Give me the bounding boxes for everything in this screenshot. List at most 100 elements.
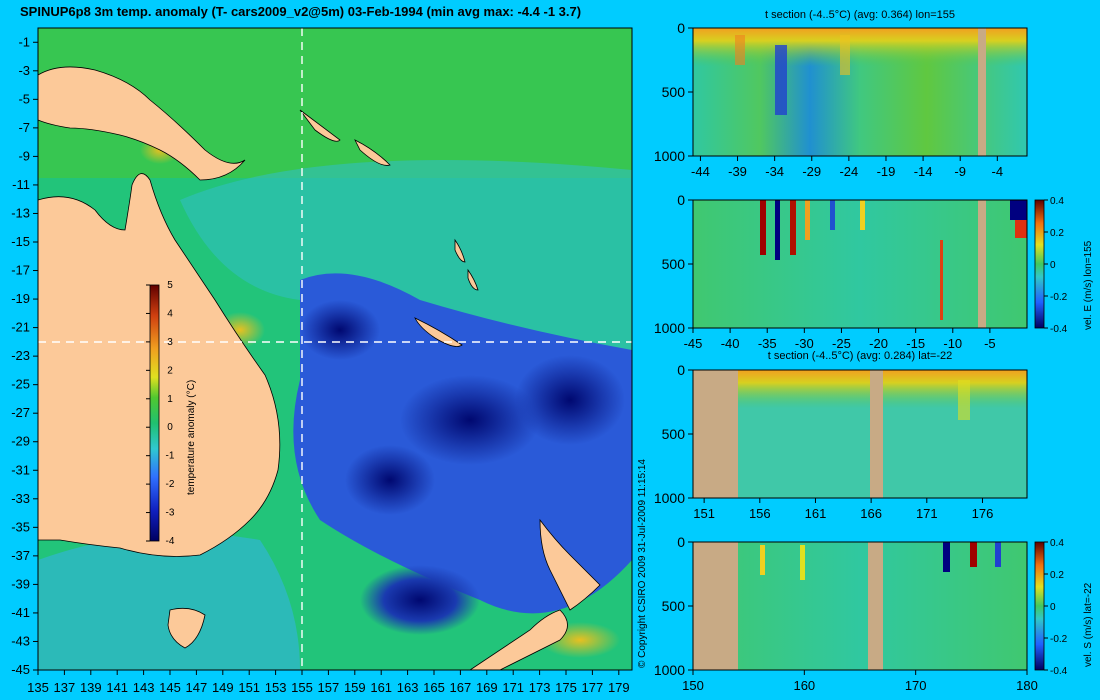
land-solomon-islands [299,109,391,166]
map-y-tick-label: -33 [11,491,30,506]
panel-colorbar-tick-label: -0.4 [1050,324,1068,335]
panel-vel-e-lon [692,199,1045,329]
map-x-tick-label: 139 [80,680,102,695]
map-x-tick-label: 163 [397,680,419,695]
colorbar-tick-label: 4 [167,308,173,319]
map-y-ticks: -1 -3 -5 -7 -9 -11 -13 -15 -17 -19 -21 -23 -25 -27 -29… [11,34,38,677]
panel-x-tick-label: 176 [972,506,994,521]
map-y-tick-label: -13 [11,205,30,220]
map-cold-core-4 [360,565,480,635]
panel-x-tick-label: -29 [802,164,821,179]
panel-x-tick-label: 156 [749,506,771,521]
main-map-title: SPINUP6p8 3m temp. anomaly (T- cars2009_… [20,4,582,19]
land-new-zealand-north [539,518,601,611]
map-x-tick-label: 149 [212,680,234,695]
panel-y-tick-label: 0 [677,192,685,208]
colorbar-tick-label: 0 [167,422,173,433]
panel-y-tick-label: 500 [662,256,686,272]
land-tasmania [167,607,206,649]
panel-colorbar-tick-label: -0.2 [1050,292,1068,303]
map-x-tick-label: 173 [529,680,551,695]
map-y-tick-label: -5 [18,91,30,106]
panel-x-tick-label: 171 [916,506,938,521]
map-x-ticks: 135 137 139 141 143 145 147 149 151 153 155 157 159 1… [27,670,630,695]
panel-x-tick-label: -25 [832,336,851,351]
map-cold-core-2 [400,375,540,465]
map-cold-core-3 [515,355,625,445]
panel-x-tick-label: -44 [691,164,710,179]
panel-x-tick-label: -30 [795,336,814,351]
panel-colorbar-tick-label: -0.2 [1050,634,1068,645]
panel-x-tick-label: -14 [914,164,933,179]
map-y-tick-label: -27 [11,405,30,420]
map-x-tick-label: 145 [159,680,181,695]
panel-x-tick-label: -39 [728,164,747,179]
panel-x-tick-label: -19 [877,164,896,179]
map-x-tick-label: 153 [265,680,287,695]
panel-x-tick-label: -24 [839,164,858,179]
colorbar-tick-label: -3 [166,508,175,519]
colorbar-tick-label: -2 [166,479,175,490]
panel-4-colorbar-label: vel. S (m/s) lat=-22 [1083,582,1094,667]
panel-x-tick-label: -45 [684,336,703,351]
map-x-tick-label: 165 [423,680,445,695]
map-y-tick-label: -17 [11,263,30,278]
panel-y-tick-label: 1000 [654,320,685,336]
colorbar-tick-label: 5 [167,280,173,291]
panel-y-tick-label: 0 [677,534,685,550]
map-x-tick-label: 179 [608,680,630,695]
map-y-tick-label: -21 [11,320,30,335]
main-map: 135 137 139 141 143 145 147 149 151 153 155 157 159 1… [11,27,633,695]
panel-y-tick-label: 1000 [654,148,685,164]
colorbar-ticks: 5 4 3 2 1 0 -1 -2 -3 -4 [146,280,175,547]
map-x-tick-label: 161 [370,680,392,695]
map-cyan-region [180,160,632,380]
panel-x-tick-label: -34 [765,164,784,179]
map-y-tick-label: -43 [11,633,30,648]
map-y-tick-label: -25 [11,377,30,392]
land-new-caledonia [414,317,463,347]
map-x-tick-label: 177 [582,680,604,695]
map-frame [37,27,633,671]
map-y-tick-label: -9 [18,148,30,163]
panel-t-section-lat [692,369,1028,499]
panel-x-tick-label: 151 [693,506,715,521]
map-y-tick-label: -11 [12,177,30,192]
map-x-tick-label: 159 [344,680,366,695]
panel-x-tick-label: 150 [682,678,704,693]
panel-t-section-lon [692,27,1028,157]
map-y-tick-label: -45 [11,662,30,677]
panel-x-tick-label: 180 [1016,678,1038,693]
map-x-tick-label: 157 [318,680,340,695]
panel-x-tick-label: -4 [992,164,1004,179]
panel-x-tick-label: 160 [793,678,815,693]
panel-y-tick-label: 0 [677,362,685,378]
panel-colorbar-tick-label: 0 [1050,260,1056,271]
map-y-tick-label: -7 [18,120,30,135]
panel-x-tick-label: -5 [984,336,996,351]
panel-x-tick-label: 161 [805,506,827,521]
map-y-tick-label: -1 [18,34,30,49]
colorbar-tick-label: -1 [166,451,175,462]
panel-colorbar-tick-label: 0.2 [1050,228,1064,239]
map-x-tick-label: 135 [27,680,49,695]
panel-y-tick-label: 500 [662,598,686,614]
map-x-tick-label: 175 [555,680,577,695]
map-y-tick-label: -39 [11,576,30,591]
colorbar-tick-label: 3 [167,337,173,348]
panel-x-tick-label: -35 [758,336,777,351]
map-y-tick-label: -3 [18,63,30,78]
panel-colorbar-tick-label: -0.4 [1050,666,1068,677]
map-y-tick-label: -23 [11,348,30,363]
panel-x-tick-label: 170 [905,678,927,693]
panel-3-title: t section (-4..5°C) (avg: 0.284) lat=-22 [767,350,953,362]
panel-x-tick-label: -10 [943,336,962,351]
map-x-tick-label: 167 [450,680,472,695]
panel-2-colorbar-label: vel. E (m/s) lon=155 [1083,240,1094,330]
land-vanuatu [454,238,479,291]
colorbar-strip [149,284,160,542]
map-y-tick-label: -37 [11,548,30,563]
map-south-region [38,533,300,670]
colorbar-tick-label: -4 [166,536,175,547]
